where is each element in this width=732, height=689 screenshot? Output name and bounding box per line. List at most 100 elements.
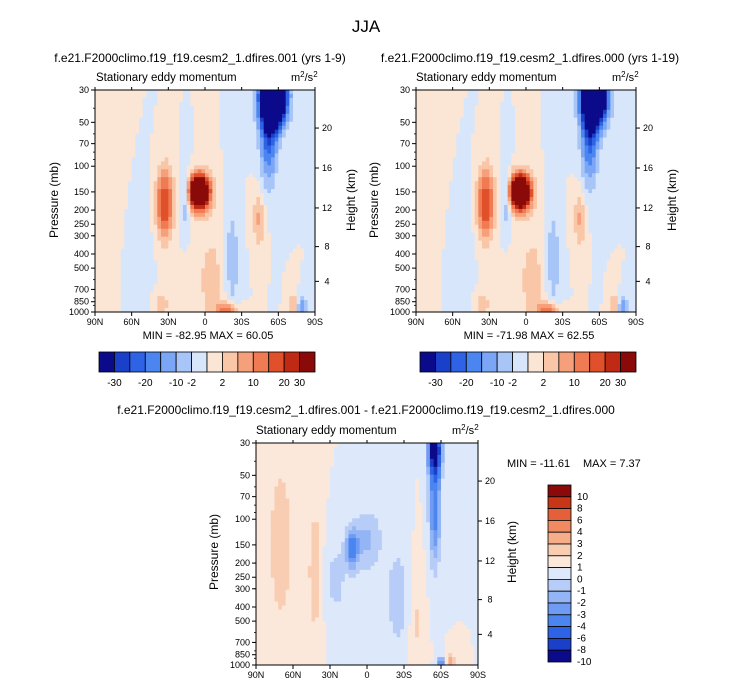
panel-2-cell — [606, 173, 611, 178]
panel-1-cell — [307, 90, 312, 95]
panel-1-cell — [164, 109, 169, 115]
panel-1-cell — [252, 300, 257, 305]
panel-2-cell — [603, 129, 608, 135]
panel-1-cell — [230, 232, 235, 238]
panel-1-cell — [274, 256, 279, 262]
panel-2-cell — [463, 101, 468, 107]
panel-1-cell — [271, 185, 276, 190]
panel-1-cell — [98, 121, 103, 127]
panel-1-cell — [260, 173, 265, 178]
panel-2-cell — [588, 133, 593, 139]
panel-2-cell — [518, 153, 523, 158]
panel-2-cell — [592, 161, 597, 166]
panel-1-cell — [128, 129, 133, 135]
panel-1-cell — [186, 193, 191, 198]
panel-1-cell — [157, 145, 162, 151]
panel-2-cell — [573, 145, 578, 151]
panel-2-cell — [430, 177, 435, 182]
panel-2-cell — [441, 109, 446, 115]
panel-2-cell — [504, 97, 509, 103]
panel-1-cell — [208, 197, 213, 202]
panel-2-cell — [489, 133, 494, 139]
panel-1-cell — [120, 97, 125, 103]
panel-1-cell — [175, 193, 180, 198]
panel-1-cell — [289, 129, 294, 135]
panel-1-y2tick-label: 16 — [322, 163, 332, 173]
panel-1-cell — [245, 117, 250, 123]
panel-1-cell — [190, 97, 195, 103]
panel-1-cell — [98, 105, 103, 111]
panel-2-cell — [632, 101, 637, 107]
panel-1-cell — [146, 173, 151, 178]
panel-2-units: m2/s2 — [612, 70, 639, 84]
panel-1-cell — [95, 276, 100, 281]
panel-2-cell — [555, 109, 560, 115]
panel-1-cell — [142, 90, 147, 95]
panel-2-cell — [496, 117, 501, 123]
panel-1-cell — [128, 268, 133, 273]
panel-1-cell — [146, 280, 151, 285]
panel-1-cell — [227, 181, 232, 186]
panel-2-cell — [471, 189, 476, 194]
panel-1-cell — [197, 244, 202, 250]
panel-2-cell — [588, 177, 593, 182]
panel-1-cell — [95, 165, 100, 170]
panel-1-cell — [285, 224, 290, 230]
panel-2-cell — [548, 93, 553, 99]
panel-2-cell — [416, 145, 421, 151]
panel-2-cell — [452, 101, 457, 107]
panel-1-cell — [311, 208, 316, 214]
panel-2-cell — [581, 133, 586, 139]
panel-1-cell — [153, 248, 158, 254]
panel-1-cell — [186, 90, 191, 95]
panel-2-cell — [562, 93, 567, 99]
panel-1-cell — [113, 296, 118, 301]
panel-1-cell — [216, 260, 221, 266]
panel-1-cell — [271, 133, 276, 139]
panel-1-colorbar-swatch — [98, 351, 115, 373]
panel-1-cell — [212, 181, 217, 186]
panel-1-cell — [135, 284, 140, 289]
panel-1-cell — [212, 161, 217, 166]
panel-1-cell — [197, 101, 202, 107]
panel-1-cell — [307, 161, 312, 166]
panel-1-cell — [271, 117, 276, 123]
panel-2-cell — [430, 137, 435, 143]
figure-title: JJA — [352, 17, 381, 36]
panel-1-cell — [274, 224, 279, 230]
panel-1-cell — [282, 185, 287, 190]
panel-1-cell — [128, 240, 133, 246]
panel-1-cell — [150, 93, 155, 99]
panel-1-cell — [164, 97, 169, 103]
panel-1-cell — [252, 117, 257, 123]
panel-1-cell — [271, 220, 276, 226]
panel-1-cell — [120, 193, 125, 198]
panel-2-cell — [628, 181, 633, 186]
panel-2-cell — [603, 109, 608, 115]
panel-1-cell — [102, 276, 107, 281]
panel-1-cell — [128, 220, 133, 226]
panel-2-cell — [460, 129, 465, 135]
panel-2-cell — [577, 121, 582, 127]
panel-2-cell — [533, 181, 538, 186]
panel-2-cell — [584, 101, 589, 107]
panel-1-cell — [245, 169, 250, 174]
panel-1-cell — [282, 181, 287, 186]
panel-1-cell — [300, 121, 305, 127]
panel-1-cell — [164, 296, 169, 301]
panel-1-cell — [157, 141, 162, 147]
panel-2-cell — [478, 189, 483, 194]
panel-2-cell — [544, 125, 549, 131]
panel-1-colorbar-label: -20 — [138, 378, 153, 389]
panel-2-cell — [504, 109, 509, 115]
panel-1-cell — [282, 268, 287, 273]
panel-1-cell — [113, 109, 118, 115]
panel-1-cell — [223, 300, 228, 305]
panel-1-cell — [296, 125, 301, 131]
panel-1-cell — [278, 236, 283, 242]
panel-2-cell — [500, 189, 505, 194]
panel-1-cell — [128, 248, 133, 254]
panel-2-cell — [595, 93, 600, 99]
panel-1-cell — [293, 240, 298, 246]
panel-2-cell — [577, 117, 582, 123]
